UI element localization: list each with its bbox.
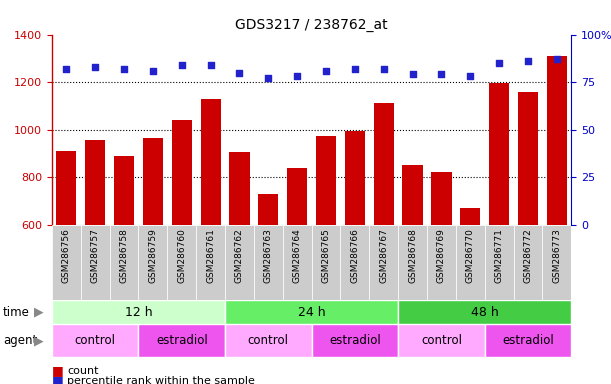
- Text: GSM286765: GSM286765: [321, 228, 331, 283]
- Bar: [398, 225, 427, 300]
- Text: GSM286770: GSM286770: [466, 228, 475, 283]
- Bar: [139, 324, 225, 357]
- Text: control: control: [75, 334, 115, 347]
- Point: [494, 60, 504, 66]
- Bar: [225, 324, 312, 357]
- Point: [90, 64, 100, 70]
- Bar: [518, 92, 538, 225]
- Bar: [52, 300, 225, 324]
- Bar: [547, 56, 567, 225]
- Point: [263, 75, 273, 81]
- Text: GSM286763: GSM286763: [264, 228, 273, 283]
- Text: GSM286764: GSM286764: [293, 228, 302, 283]
- Bar: [485, 324, 571, 357]
- Point: [292, 73, 302, 79]
- Bar: [316, 136, 336, 225]
- Text: GSM286767: GSM286767: [379, 228, 388, 283]
- Text: GSM286761: GSM286761: [206, 228, 215, 283]
- Text: estradiol: estradiol: [156, 334, 208, 347]
- Point: [119, 66, 129, 72]
- Bar: [431, 172, 452, 225]
- Text: control: control: [421, 334, 462, 347]
- Text: GSM286759: GSM286759: [148, 228, 158, 283]
- Bar: [225, 225, 254, 300]
- Text: GSM286757: GSM286757: [90, 228, 100, 283]
- Text: GSM286771: GSM286771: [495, 228, 503, 283]
- Bar: [514, 225, 543, 300]
- Text: GSM286762: GSM286762: [235, 228, 244, 283]
- Bar: [229, 152, 249, 225]
- Text: agent: agent: [3, 334, 37, 347]
- Text: GSM286773: GSM286773: [552, 228, 562, 283]
- Text: GSM286760: GSM286760: [177, 228, 186, 283]
- Point: [523, 58, 533, 64]
- Bar: [398, 324, 485, 357]
- Point: [466, 73, 475, 79]
- Bar: [398, 300, 571, 324]
- Text: 48 h: 48 h: [471, 306, 499, 318]
- Bar: [312, 324, 398, 357]
- Bar: [81, 225, 109, 300]
- Bar: [85, 140, 105, 225]
- Text: GSM286768: GSM286768: [408, 228, 417, 283]
- Bar: [109, 225, 139, 300]
- Text: 24 h: 24 h: [298, 306, 326, 318]
- Bar: [114, 156, 134, 225]
- Bar: [403, 165, 423, 225]
- Bar: [143, 138, 163, 225]
- Bar: [543, 225, 571, 300]
- Title: GDS3217 / 238762_at: GDS3217 / 238762_at: [235, 18, 388, 32]
- Text: ■: ■: [52, 364, 68, 377]
- Text: GSM286769: GSM286769: [437, 228, 446, 283]
- Text: count: count: [67, 366, 99, 376]
- Text: GSM286766: GSM286766: [350, 228, 359, 283]
- Point: [177, 62, 187, 68]
- Point: [62, 66, 71, 72]
- Bar: [460, 208, 480, 225]
- Bar: [254, 225, 283, 300]
- Text: GSM286772: GSM286772: [524, 228, 533, 283]
- Bar: [427, 225, 456, 300]
- Bar: [369, 225, 398, 300]
- Point: [148, 68, 158, 74]
- Point: [206, 62, 216, 68]
- Bar: [196, 225, 225, 300]
- Point: [437, 71, 447, 78]
- Bar: [225, 300, 398, 324]
- Text: ▶: ▶: [34, 306, 43, 318]
- Bar: [172, 120, 192, 225]
- Bar: [312, 225, 340, 300]
- Bar: [258, 194, 279, 225]
- Text: ▶: ▶: [34, 334, 43, 347]
- Point: [552, 56, 562, 62]
- Bar: [456, 225, 485, 300]
- Point: [235, 70, 244, 76]
- Bar: [374, 103, 394, 225]
- Bar: [52, 225, 81, 300]
- Bar: [139, 225, 167, 300]
- Text: 12 h: 12 h: [125, 306, 152, 318]
- Bar: [52, 324, 139, 357]
- Bar: [340, 225, 369, 300]
- Bar: [283, 225, 312, 300]
- Point: [408, 71, 417, 78]
- Text: percentile rank within the sample: percentile rank within the sample: [67, 376, 255, 384]
- Bar: [56, 151, 76, 225]
- Bar: [485, 225, 514, 300]
- Bar: [489, 83, 509, 225]
- Bar: [287, 168, 307, 225]
- Text: GSM286758: GSM286758: [120, 228, 128, 283]
- Bar: [167, 225, 196, 300]
- Point: [350, 66, 360, 72]
- Text: estradiol: estradiol: [502, 334, 554, 347]
- Bar: [200, 99, 221, 225]
- Text: estradiol: estradiol: [329, 334, 381, 347]
- Text: ■: ■: [52, 374, 68, 384]
- Point: [379, 66, 389, 72]
- Bar: [345, 131, 365, 225]
- Text: GSM286756: GSM286756: [62, 228, 71, 283]
- Text: time: time: [3, 306, 30, 318]
- Point: [321, 68, 331, 74]
- Text: control: control: [248, 334, 289, 347]
